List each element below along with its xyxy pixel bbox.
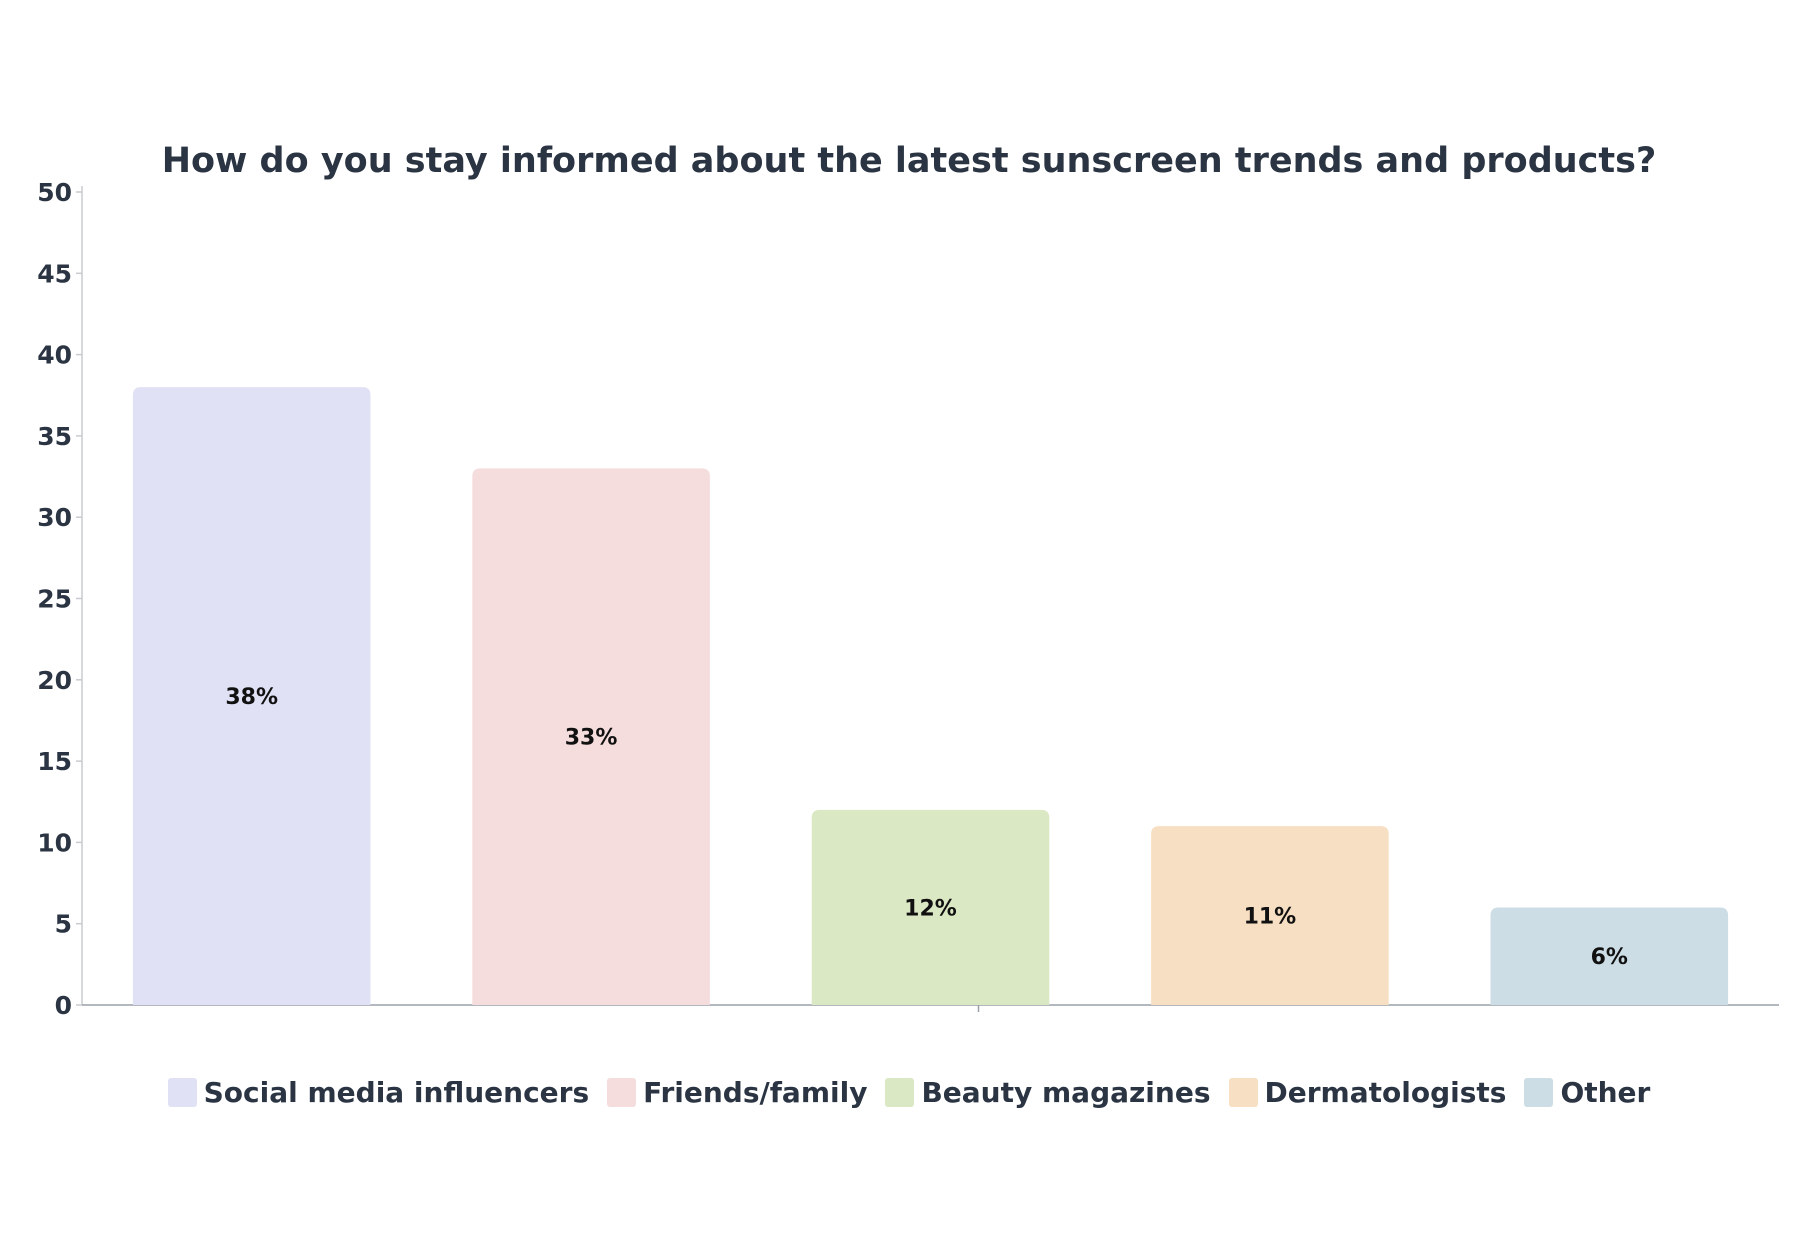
bar-0 [132, 387, 371, 1005]
y-tick-label: 5 [55, 910, 72, 939]
bar-1 [472, 468, 710, 1005]
data-label-4: 6% [1591, 945, 1628, 970]
bars [132, 387, 1729, 1005]
x-axis [82, 1004, 1779, 1012]
data-labels: 38% 33% 12% 11% 6% [225, 685, 1628, 970]
legend-label: Social media influencers [203, 1076, 590, 1109]
legend-item-1: Friends/family [607, 1076, 867, 1109]
y-tick-label: 40 [37, 341, 72, 370]
legend-swatch [167, 1078, 197, 1107]
legend-item-4: Other [1524, 1076, 1650, 1109]
y-tick-label: 15 [37, 747, 72, 776]
y-tick-label: 35 [37, 422, 72, 451]
y-tick-label: 10 [37, 828, 72, 857]
y-axis: 0 5 10 15 20 25 30 35 40 45 50 [37, 178, 83, 1020]
data-label-3: 11% [1244, 905, 1297, 930]
legend-swatch [885, 1078, 915, 1107]
legend-item-0: Social media influencers [167, 1076, 590, 1109]
bar-2 [811, 809, 1050, 1005]
y-tick-label: 20 [37, 666, 72, 695]
data-label-0: 38% [225, 685, 278, 710]
y-tick-label: 30 [37, 503, 72, 532]
y-tick-label: 50 [37, 178, 72, 207]
legend-label: Dermatologists [1264, 1076, 1507, 1109]
data-label-1: 33% [565, 726, 618, 751]
legend: Social media influencers Friends/family Be… [0, 1076, 1818, 1109]
y-tick-label: 45 [37, 259, 72, 288]
legend-swatch [607, 1078, 637, 1107]
legend-item-2: Beauty magazines [885, 1076, 1211, 1109]
legend-item-3: Dermatologists [1228, 1076, 1507, 1109]
legend-swatch [1228, 1078, 1258, 1107]
legend-label: Friends/family [643, 1076, 868, 1109]
y-tick-label: 0 [55, 991, 72, 1020]
y-tick-label: 25 [37, 585, 72, 614]
legend-label: Other [1560, 1076, 1651, 1109]
legend-label: Beauty magazines [921, 1076, 1211, 1109]
bar-4 [1490, 907, 1729, 1005]
legend-swatch [1524, 1078, 1554, 1107]
chart-title: How do you stay informed about the lates… [162, 141, 1657, 181]
data-label-2: 12% [904, 896, 957, 921]
bar-3 [1151, 826, 1389, 1005]
